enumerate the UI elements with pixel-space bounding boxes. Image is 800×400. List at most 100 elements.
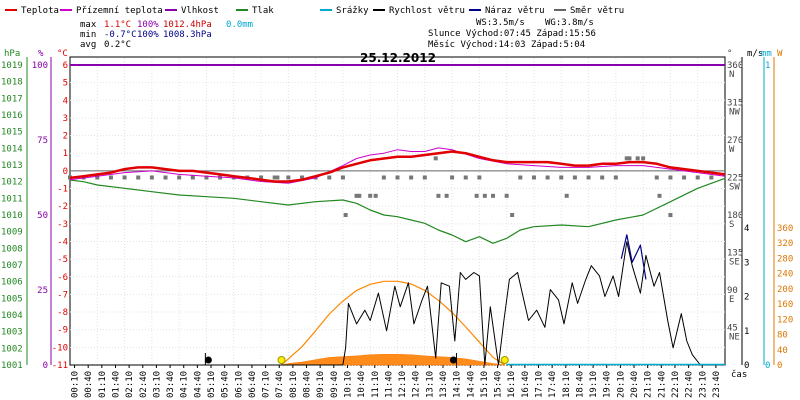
- hpa-tick-16: 1003: [1, 328, 23, 338]
- time-tick-43: 21:40: [657, 371, 667, 398]
- w-tick-5: 160: [777, 300, 793, 310]
- temp-tick-14: -8: [57, 308, 68, 318]
- time-tick-14: 07:10: [262, 371, 272, 398]
- wind-dir-point-21: [354, 193, 359, 198]
- series: [68, 64, 726, 366]
- ms-unit: m/s: [747, 49, 763, 59]
- time-tick-22: 11:10: [371, 371, 381, 398]
- moonrise-marker: [449, 356, 457, 364]
- wind-dir-point-40: [613, 175, 618, 180]
- wind-dir-point-20: [340, 175, 345, 180]
- hpa-tick-2: 1017: [1, 94, 23, 104]
- dir-name-3: SW: [729, 183, 740, 193]
- wind-dir-point-14: [259, 175, 264, 180]
- hum-tick-1: 75: [37, 136, 48, 146]
- dir-tick-3: 225: [727, 174, 743, 184]
- wind-dir-point-27: [436, 193, 441, 198]
- wind-dir-point-32: [504, 193, 509, 198]
- hpa-tick-7: 1012: [1, 178, 23, 188]
- stat-min-hum: 100%: [137, 30, 159, 40]
- wind-dir-point-19: [327, 175, 332, 180]
- time-tick-6: 03:10: [152, 371, 162, 398]
- wind-dir-extra-13: [668, 213, 673, 217]
- time-tick-40: 20:10: [616, 371, 626, 398]
- wind-dir-point-38: [586, 175, 591, 180]
- dir-unit: °: [727, 49, 732, 59]
- temp-tick-7: -1: [57, 185, 68, 195]
- time-tick-27: 13:40: [439, 371, 449, 398]
- info-wg: WG:3.8m/s: [545, 18, 594, 28]
- time-tick-28: 14:10: [453, 371, 463, 398]
- time-tick-20: 10:10: [343, 371, 353, 398]
- grid: [70, 58, 725, 366]
- w-tick-3: 240: [777, 270, 793, 280]
- hpa-tick-8: 1011: [1, 194, 23, 204]
- time-tick-38: 19:10: [589, 371, 599, 398]
- time-tick-30: 15:10: [480, 371, 490, 398]
- wind-dir-point-8: [177, 175, 182, 180]
- wind-dir-point-39: [600, 175, 605, 180]
- hpa-tick-4: 1015: [1, 128, 23, 138]
- hpa-tick-0: 1019: [1, 61, 23, 71]
- wind-dir-point-17: [299, 175, 304, 180]
- hum-tick-2: 50: [37, 211, 48, 221]
- hum-tick-3: 25: [37, 286, 48, 296]
- w-tick-1: 320: [777, 239, 793, 249]
- hpa-tick-13: 1006: [1, 278, 23, 288]
- hpa-tick-5: 1014: [1, 144, 23, 154]
- stat-min-temp: -0.7°C: [104, 30, 137, 40]
- time-tick-42: 21:10: [644, 371, 654, 398]
- temp-tick-8: -2: [57, 202, 68, 212]
- hpa-tick-17: 1002: [1, 344, 23, 354]
- time-tick-31: 15:40: [494, 371, 504, 398]
- temp-tick-3: 3: [63, 114, 68, 124]
- temp-tick-1: 5: [63, 79, 68, 89]
- time-tick-7: 03:40: [166, 371, 176, 398]
- dir-tick-6: 90: [727, 286, 738, 296]
- wind-dir-point-15: [272, 175, 277, 180]
- legend-label-0: Teplota: [21, 6, 59, 16]
- time-tick-45: 22:40: [685, 371, 695, 398]
- wind-dir-extra-6: [474, 193, 479, 198]
- wind-dir-extra-9: [564, 193, 569, 198]
- ms-tick-0: 4: [744, 224, 749, 234]
- wind-dir-extra-2: [357, 193, 362, 198]
- info-block: WS:3.5m/s WG:3.8m/s Slunce Východ:07:45 …: [428, 18, 596, 50]
- temp-tick-6: 0: [63, 167, 68, 177]
- time-tick-15: 07:40: [275, 371, 285, 398]
- legend: Teplota Přízemní teplota Vlhkost Tlak Srážky…: [5, 6, 624, 16]
- temp-tick-15: -9: [57, 326, 68, 336]
- wind-dir-point-47: [709, 175, 714, 180]
- time-tick-26: 13:10: [425, 371, 435, 398]
- wind-dir-extra-1: [343, 213, 348, 217]
- w-tick-9: 0: [777, 361, 782, 371]
- w-tick-2: 280: [777, 254, 793, 264]
- sun-theoretical-line: [281, 280, 506, 366]
- wind-dir-extra-10: [624, 156, 629, 161]
- time-tick-25: 12:40: [412, 371, 422, 398]
- time-tick-44: 22:10: [671, 371, 681, 398]
- wind-dir-point-10: [204, 175, 209, 180]
- wind-dir-point-24: [395, 175, 400, 180]
- time-tick-10: 05:10: [207, 371, 217, 398]
- mm-tick-0: 1: [765, 61, 770, 71]
- wind-dir-point-23: [381, 175, 386, 180]
- time-tick-18: 09:10: [316, 371, 326, 398]
- time-tick-8: 04:10: [180, 371, 190, 398]
- time-tick-2: 01:10: [98, 371, 108, 398]
- ms-tick-2: 2: [744, 293, 749, 303]
- dir-name-0: N: [729, 70, 734, 80]
- wind-dir-point-2: [95, 175, 100, 180]
- time-tick-0: 00:10: [71, 371, 81, 398]
- hpa-tick-3: 1016: [1, 111, 23, 121]
- dir-name-5: SE: [729, 258, 740, 268]
- wind-dir-extra-4: [433, 156, 438, 161]
- axis-ticks: 1019101810171016101510141013101210111010…: [1, 61, 793, 398]
- w-tick-8: 40: [777, 346, 788, 356]
- wind-dir-extra-7: [482, 193, 487, 198]
- time-tick-21: 10:40: [357, 371, 367, 398]
- time-tick-1: 00:40: [84, 371, 94, 398]
- wind-dir-point-5: [136, 175, 141, 180]
- pressure-line: [69, 177, 726, 244]
- solar-area: [281, 354, 505, 366]
